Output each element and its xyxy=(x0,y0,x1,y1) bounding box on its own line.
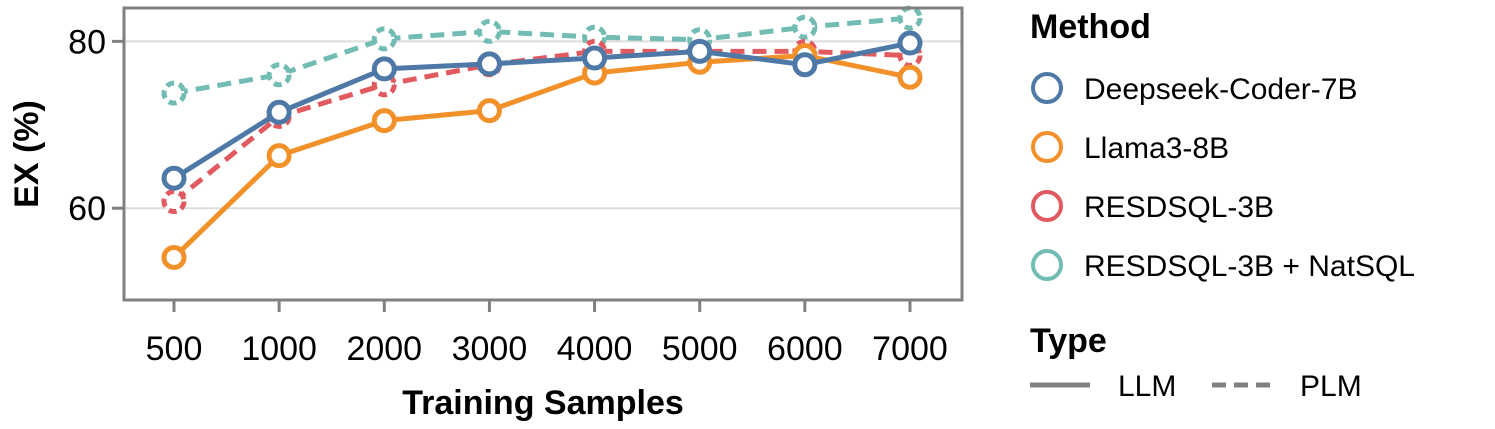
data-point xyxy=(476,18,502,44)
data-point xyxy=(476,98,502,124)
legend-label: RESDSQL-3B + NatSQL xyxy=(1084,250,1415,283)
data-point xyxy=(161,80,187,106)
data-point xyxy=(792,14,818,40)
data-point xyxy=(897,30,923,56)
x-tick-label: 1000 xyxy=(241,330,317,368)
x-tick-label: 2000 xyxy=(346,330,422,368)
legend-swatch xyxy=(1031,72,1063,104)
y-axis-title: EX (%) xyxy=(8,100,46,208)
legend-swatch xyxy=(1031,131,1063,163)
legend-label: Llama3-8B xyxy=(1084,132,1229,165)
x-tick-label: 5000 xyxy=(662,330,738,368)
y-tick-label: 80 xyxy=(68,23,106,61)
legend-method-title: Method xyxy=(1030,8,1151,46)
legend-type-label: PLM xyxy=(1300,370,1362,403)
gridlines xyxy=(124,40,962,210)
x-tick-label: 7000 xyxy=(872,330,948,368)
x-tick-label: 3000 xyxy=(452,330,528,368)
legend-type-title: Type xyxy=(1030,322,1107,360)
data-point xyxy=(792,52,818,78)
legend-swatch xyxy=(1031,249,1063,281)
data-point xyxy=(582,45,608,71)
data-point xyxy=(371,26,397,52)
x-axis-title: Training Samples xyxy=(402,384,684,422)
series-deepseek-coder-7b xyxy=(161,30,923,191)
legend-type-entries: LLM PLM xyxy=(1030,370,1362,403)
data-point xyxy=(266,99,292,125)
x-tick-label: 6000 xyxy=(767,330,843,368)
data-point xyxy=(371,56,397,82)
series-line xyxy=(172,48,911,204)
series-resdsql-3b-natsql xyxy=(161,5,923,106)
legend-label: Deepseek-Coder-7B xyxy=(1084,73,1357,106)
data-point xyxy=(161,189,187,215)
data-point xyxy=(476,51,502,77)
x-tick-label: 4000 xyxy=(557,330,633,368)
plot-frame xyxy=(122,6,964,302)
series-layer xyxy=(161,5,923,270)
data-point xyxy=(161,244,187,270)
data-point xyxy=(266,62,292,88)
data-point xyxy=(897,5,923,31)
data-point xyxy=(266,143,292,169)
series-line xyxy=(172,40,911,181)
legend-label: RESDSQL-3B xyxy=(1084,191,1274,224)
legend: Method Deepseek-Coder-7B Llama3-8B RESDSQL… xyxy=(1030,8,1415,403)
series-line xyxy=(173,15,911,96)
series-line xyxy=(172,53,911,260)
data-point xyxy=(687,38,713,64)
legend-method-entries: Deepseek-Coder-7B Llama3-8B RESDSQL-3B RESD… xyxy=(1031,72,1415,283)
x-tick-label: 500 xyxy=(146,330,203,368)
data-point xyxy=(161,165,187,191)
legend-swatch xyxy=(1031,190,1063,222)
y-axis: 60 80 xyxy=(68,23,124,228)
x-axis: 500 1000 2000 3000 4000 5000 6000 7000 xyxy=(146,300,948,368)
y-tick-label: 60 xyxy=(68,190,106,228)
data-point xyxy=(897,64,923,90)
data-point xyxy=(371,108,397,134)
legend-type-label: LLM xyxy=(1118,370,1176,403)
